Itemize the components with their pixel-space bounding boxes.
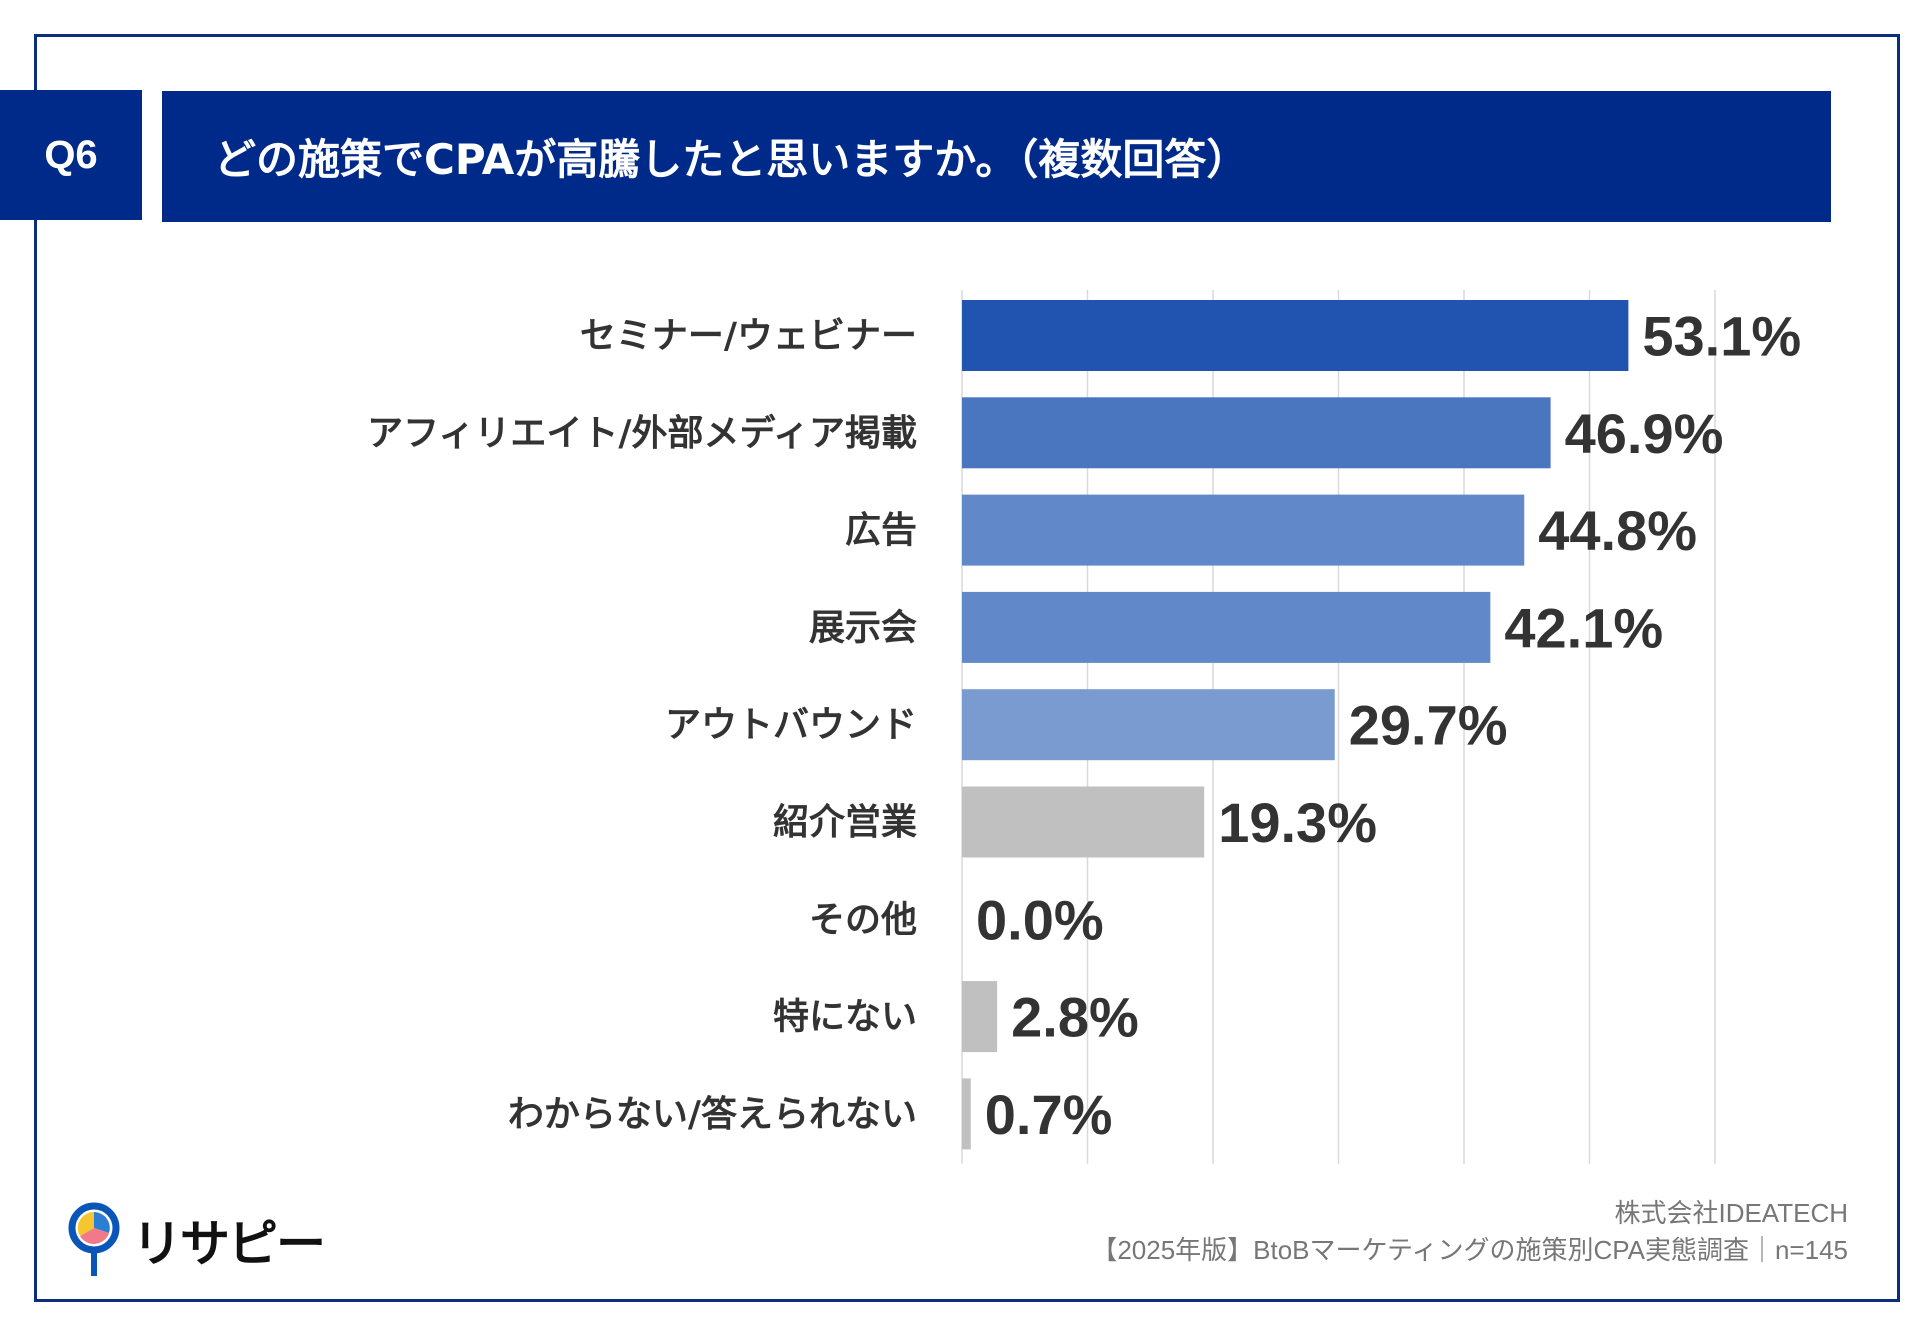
value-label: 42.1% bbox=[1504, 596, 1663, 659]
logo-pin-icon bbox=[68, 1202, 120, 1276]
value-label: 2.8% bbox=[1011, 986, 1139, 1049]
category-label: 広告 bbox=[845, 510, 917, 551]
bar bbox=[962, 494, 1525, 566]
value-label: 29.7% bbox=[1349, 694, 1508, 757]
bar bbox=[962, 981, 998, 1053]
question-badge: Q6 bbox=[0, 90, 142, 220]
bar bbox=[962, 689, 1335, 761]
chart-frame bbox=[34, 34, 1900, 1302]
bar bbox=[962, 786, 1205, 858]
category-label: アフィリエイト/外部メディア掲載 bbox=[367, 412, 917, 454]
category-label: わからない/答えられない bbox=[508, 1094, 917, 1135]
category-label: 紹介営業 bbox=[773, 802, 917, 843]
logo-text: リサピー bbox=[132, 1215, 326, 1273]
footer-company: 株式会社IDEATECH bbox=[1614, 1198, 1848, 1228]
bar bbox=[962, 300, 1629, 371]
title-text: どの施策でCPAが高騰したと思いますか。（複数回答） bbox=[214, 135, 1249, 184]
value-label: 44.8% bbox=[1538, 499, 1697, 562]
bar bbox=[962, 591, 1491, 663]
value-label: 46.9% bbox=[1565, 402, 1724, 465]
bar bbox=[962, 1078, 971, 1150]
category-label: セミナー/ウェビナー bbox=[580, 316, 917, 357]
bar bbox=[962, 397, 1551, 469]
category-label: 展示会 bbox=[809, 607, 917, 648]
logo: リサピー bbox=[68, 1200, 326, 1280]
value-label: 19.3% bbox=[1218, 791, 1377, 854]
value-label: 53.1% bbox=[1642, 305, 1801, 368]
category-label: アウトバウンド bbox=[665, 705, 917, 746]
footer-source: 【2025年版】BtoBマーケティングの施策別CPA実態調査｜n=145 bbox=[1091, 1235, 1848, 1265]
category-label: その他 bbox=[809, 899, 917, 940]
value-label: 0.0% bbox=[976, 888, 1104, 951]
category-label: 特にない bbox=[773, 997, 917, 1038]
chart-title: どの施策でCPAが高騰したと思いますか。（複数回答） bbox=[162, 91, 1831, 222]
value-label: 0.7% bbox=[985, 1083, 1113, 1146]
